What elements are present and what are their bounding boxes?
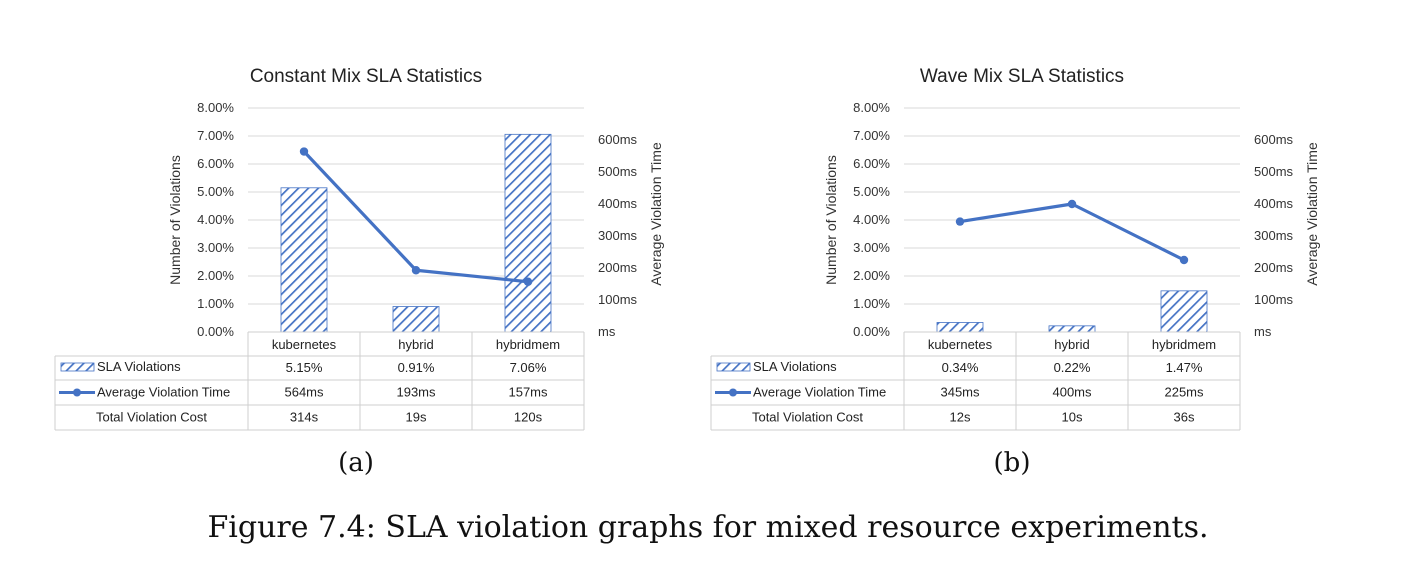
bar-hybrid bbox=[392, 306, 440, 333]
line-average-violation-time bbox=[959, 202, 1185, 262]
category-label-kubernetes: kubernetes bbox=[928, 337, 993, 352]
point-hybrid bbox=[411, 266, 421, 275]
y2-tick-label: ms bbox=[1254, 324, 1272, 339]
y-tick-label: 3.00% bbox=[197, 240, 234, 255]
y-tick-label: 3.00% bbox=[853, 240, 890, 255]
table-cell: 564ms bbox=[284, 385, 324, 400]
bar-kubernetes bbox=[280, 187, 328, 333]
table-cell: 7.06% bbox=[510, 360, 547, 375]
panel-label-a: (a) bbox=[338, 448, 374, 478]
chart-constant-mix-svg: Constant Mix SLA Statistics 0.00% 1.00% 2.0… bbox=[54, 66, 664, 431]
y2-tick-label: 400ms bbox=[1254, 196, 1294, 211]
y-tick-label: 2.00% bbox=[853, 268, 890, 283]
chart-constant-mix: Constant Mix SLA Statistics 0.00% 1.00% 2.0… bbox=[40, 0, 664, 500]
y-tick-label: 5.00% bbox=[197, 184, 234, 199]
category-label-hybrid: hybrid bbox=[398, 337, 433, 352]
table-cell: 400ms bbox=[1052, 385, 1092, 400]
y2-tick-label: 300ms bbox=[598, 228, 638, 243]
row-label: SLA Violations bbox=[753, 359, 837, 374]
table-cell: 36s bbox=[1174, 410, 1195, 425]
y-tick-label: 8.00% bbox=[853, 100, 890, 115]
category-label-kubernetes: kubernetes bbox=[272, 337, 337, 352]
row-label: Average Violation Time bbox=[753, 385, 886, 400]
y2-tick-label: 100ms bbox=[598, 292, 638, 307]
point-hybridmem bbox=[523, 277, 533, 286]
chart-title: Wave Mix SLA Statistics bbox=[920, 66, 1124, 87]
y-tick-label: 4.00% bbox=[197, 212, 234, 227]
table-cell: 12s bbox=[950, 410, 971, 425]
y2-tick-label: 500ms bbox=[1254, 164, 1294, 179]
bar-hybridmem bbox=[504, 133, 552, 333]
y-tick-label: 1.00% bbox=[197, 296, 234, 311]
point-hybridmem bbox=[1179, 255, 1189, 265]
bar-hybrid bbox=[1048, 325, 1096, 333]
y-tick-label: 7.00% bbox=[853, 128, 890, 143]
row-label: Average Violation Time bbox=[97, 385, 230, 400]
point-kubernetes bbox=[299, 147, 309, 156]
y-tick-label: 7.00% bbox=[197, 128, 234, 143]
y-axis-label: Number of Violations bbox=[823, 155, 839, 285]
y-tick-label: 6.00% bbox=[853, 156, 890, 171]
table-cell: 1.47% bbox=[1166, 360, 1203, 375]
y2-tick-label: 400ms bbox=[598, 196, 638, 211]
table-cell: 120s bbox=[514, 410, 543, 425]
point-kubernetes bbox=[955, 217, 965, 226]
table-cell: 0.34% bbox=[942, 360, 979, 375]
y-tick-label: 5.00% bbox=[853, 184, 890, 199]
chart-title: Constant Mix SLA Statistics bbox=[250, 66, 482, 87]
legend-key-sla-violations bbox=[716, 362, 751, 372]
figure-caption: Figure 7.4: SLA violation graphs for mix… bbox=[207, 510, 1209, 545]
bar-kubernetes bbox=[936, 322, 984, 333]
table-cell: 193ms bbox=[396, 385, 436, 400]
table-cell: 0.91% bbox=[398, 360, 435, 375]
y2-tick-label: 300ms bbox=[1254, 228, 1294, 243]
table-cell: 0.22% bbox=[1054, 360, 1091, 375]
y-tick-label: 1.00% bbox=[853, 296, 890, 311]
chart-wave-mix-svg: Wave Mix SLA Statistics 0.00% 1.00% 2.00% 3.… bbox=[710, 66, 1320, 431]
legend-key-marker bbox=[73, 388, 81, 397]
table-cell: 345ms bbox=[940, 385, 980, 400]
table-cell: 19s bbox=[406, 410, 427, 425]
y2-tick-label: ms bbox=[598, 324, 616, 339]
y2-tick-label: 100ms bbox=[1254, 292, 1294, 307]
table-cell: 157ms bbox=[508, 385, 548, 400]
y2-axis-label: Average Violation Time bbox=[1304, 142, 1320, 286]
y-tick-label: 8.00% bbox=[197, 100, 234, 115]
y-axis-label: Number of Violations bbox=[167, 155, 183, 285]
line-average-violation-time bbox=[302, 150, 529, 284]
y2-tick-label: 500ms bbox=[598, 164, 638, 179]
bar-hybridmem bbox=[1160, 290, 1208, 333]
category-label-hybridmem: hybridmem bbox=[496, 337, 560, 352]
chart-wave-mix: Wave Mix SLA Statistics 0.00% 1.00% 2.00% 3.… bbox=[696, 0, 1320, 500]
y-tick-label: 2.00% bbox=[197, 268, 234, 283]
legend-key-sla-violations bbox=[60, 362, 95, 372]
row-label: Total Violation Cost bbox=[752, 410, 863, 425]
y2-tick-label: 600ms bbox=[598, 132, 638, 147]
row-label: Total Violation Cost bbox=[96, 410, 207, 425]
category-label-hybridmem: hybridmem bbox=[1152, 337, 1216, 352]
category-label-hybrid: hybrid bbox=[1054, 337, 1089, 352]
panel-label-b: (b) bbox=[993, 448, 1031, 478]
y-tick-label: 0.00% bbox=[853, 324, 890, 339]
table-cell: 314s bbox=[290, 410, 319, 425]
y2-tick-label: 600ms bbox=[1254, 132, 1294, 147]
row-label: SLA Violations bbox=[97, 359, 181, 374]
y-tick-label: 0.00% bbox=[197, 324, 234, 339]
y-tick-label: 4.00% bbox=[853, 212, 890, 227]
legend-key-marker bbox=[729, 388, 737, 397]
y2-tick-label: 200ms bbox=[598, 260, 638, 275]
table-cell: 10s bbox=[1062, 410, 1083, 425]
y-tick-label: 6.00% bbox=[197, 156, 234, 171]
point-hybrid bbox=[1067, 199, 1077, 209]
y2-axis-label: Average Violation Time bbox=[648, 142, 664, 286]
table-cell: 225ms bbox=[1164, 385, 1204, 400]
table-cell: 5.15% bbox=[286, 360, 323, 375]
y2-tick-label: 200ms bbox=[1254, 260, 1294, 275]
